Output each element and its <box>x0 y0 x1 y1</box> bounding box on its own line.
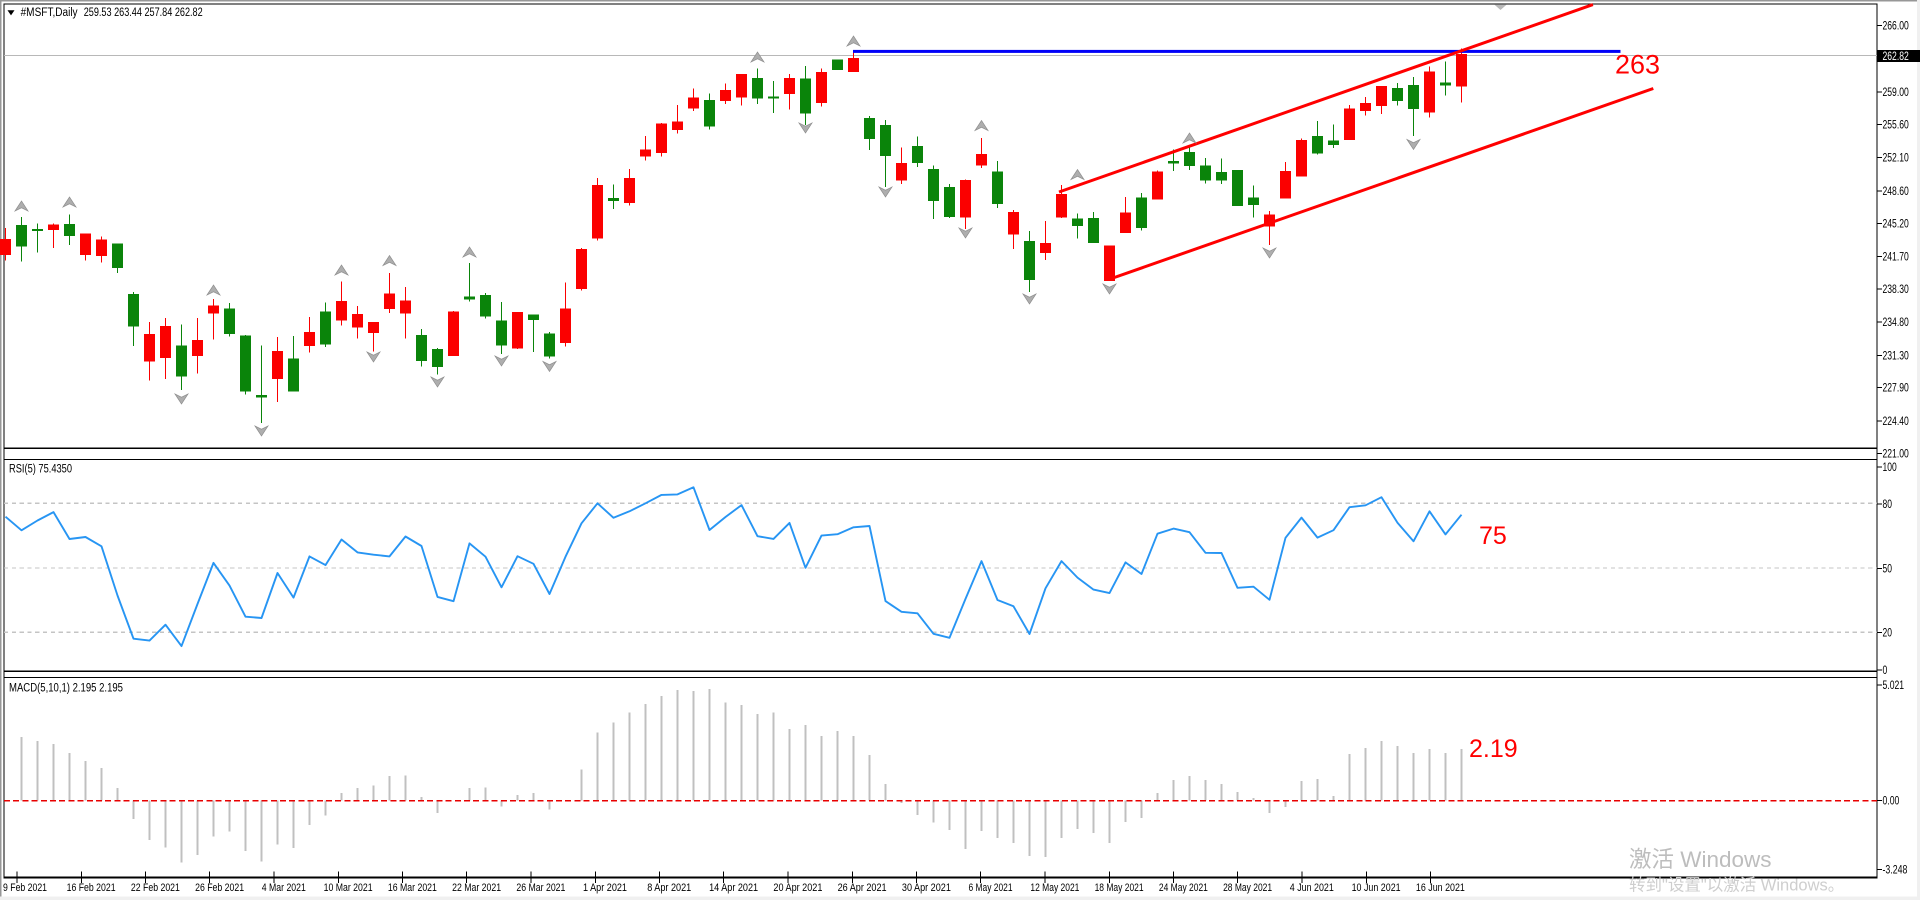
svg-text:9 Feb 2021: 9 Feb 2021 <box>3 882 47 894</box>
svg-text:245.20: 245.20 <box>1883 218 1909 230</box>
svg-text:1 Apr 2021: 1 Apr 2021 <box>583 882 627 894</box>
svg-text:#MSFT,Daily: #MSFT,Daily <box>21 7 78 19</box>
svg-text:75: 75 <box>1479 522 1507 550</box>
svg-text:12 May 2021: 12 May 2021 <box>1030 882 1079 894</box>
svg-text:22 Feb 2021: 22 Feb 2021 <box>131 882 180 894</box>
svg-text:20: 20 <box>1883 628 1893 640</box>
svg-text:6 May 2021: 6 May 2021 <box>969 882 1013 894</box>
svg-text:5.021: 5.021 <box>1883 680 1905 692</box>
svg-text:0.00: 0.00 <box>1883 796 1900 808</box>
svg-text:259.00: 259.00 <box>1883 87 1909 99</box>
svg-text:238.30: 238.30 <box>1883 284 1909 296</box>
svg-text:-3.248: -3.248 <box>1883 865 1908 877</box>
svg-text:16 Jun 2021: 16 Jun 2021 <box>1416 882 1465 894</box>
svg-text:转到"设置"以激活 Windows。: 转到"设置"以激活 Windows。 <box>1629 876 1844 895</box>
svg-text:224.40: 224.40 <box>1883 416 1909 428</box>
svg-text:16 Mar 2021: 16 Mar 2021 <box>388 882 437 894</box>
svg-text:4 Mar 2021: 4 Mar 2021 <box>262 882 306 894</box>
svg-text:4 Jun 2021: 4 Jun 2021 <box>1290 882 1334 894</box>
svg-text:0: 0 <box>1883 665 1888 677</box>
svg-text:20 Apr 2021: 20 Apr 2021 <box>773 882 822 894</box>
svg-text:80: 80 <box>1883 499 1893 511</box>
svg-text:231.30: 231.30 <box>1883 350 1909 362</box>
svg-text:241.70: 241.70 <box>1883 252 1909 264</box>
svg-text:259.53 263.44 257.84 262.82: 259.53 263.44 257.84 262.82 <box>84 7 203 19</box>
svg-text:10 Mar 2021: 10 Mar 2021 <box>324 882 373 894</box>
svg-text:263: 263 <box>1615 50 1660 80</box>
svg-text:234.80: 234.80 <box>1883 317 1909 329</box>
svg-text:221.00: 221.00 <box>1883 448 1909 460</box>
svg-text:255.60: 255.60 <box>1883 119 1909 131</box>
svg-text:26 Apr 2021: 26 Apr 2021 <box>838 882 887 894</box>
svg-text:RSI(5) 75.4350: RSI(5) 75.4350 <box>9 463 72 475</box>
svg-text:16 Feb 2021: 16 Feb 2021 <box>67 882 116 894</box>
svg-text:10 Jun 2021: 10 Jun 2021 <box>1352 882 1401 894</box>
svg-text:激活 Windows: 激活 Windows <box>1629 847 1772 872</box>
svg-text:227.90: 227.90 <box>1883 383 1909 395</box>
svg-text:28 May 2021: 28 May 2021 <box>1223 882 1272 894</box>
svg-text:248.60: 248.60 <box>1883 186 1909 198</box>
svg-text:252.10: 252.10 <box>1883 153 1909 165</box>
svg-text:26 Feb 2021: 26 Feb 2021 <box>195 882 244 894</box>
svg-text:18 May 2021: 18 May 2021 <box>1095 882 1144 894</box>
svg-text:24 May 2021: 24 May 2021 <box>1159 882 1208 894</box>
svg-text:100: 100 <box>1883 462 1897 474</box>
svg-text:262.82: 262.82 <box>1883 51 1909 63</box>
svg-text:14 Apr 2021: 14 Apr 2021 <box>709 882 758 894</box>
svg-text:26 Mar 2021: 26 Mar 2021 <box>516 882 565 894</box>
svg-text:22 Mar 2021: 22 Mar 2021 <box>452 882 501 894</box>
svg-text:50: 50 <box>1883 563 1893 575</box>
svg-text:30 Apr 2021: 30 Apr 2021 <box>902 882 951 894</box>
svg-text:266.00: 266.00 <box>1883 21 1909 33</box>
svg-text:8 Apr 2021: 8 Apr 2021 <box>647 882 691 894</box>
svg-text:MACD(5,10,1) 2.195 2.195: MACD(5,10,1) 2.195 2.195 <box>9 683 123 695</box>
svg-text:2.19: 2.19 <box>1469 735 1518 763</box>
